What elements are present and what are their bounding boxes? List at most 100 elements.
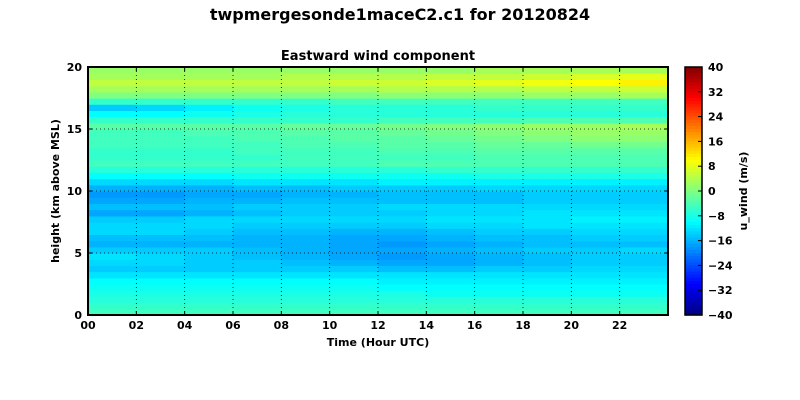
heatmap-cell — [378, 302, 427, 310]
x-axis: 00 02 04 06 08 10 12 14 16 18 20 22 — [80, 67, 627, 332]
heatmap-cell — [426, 141, 476, 149]
heatmap-cell — [571, 191, 621, 198]
heatmap-cell — [329, 166, 379, 173]
heatmap-cell — [88, 67, 137, 74]
heatmap-cell — [184, 73, 234, 80]
heatmap-cell — [474, 203, 524, 211]
heatmap-cell — [571, 271, 621, 279]
colorbar-segment — [685, 79, 702, 84]
heatmap-cell — [571, 122, 621, 130]
heatmap-cell — [619, 222, 669, 229]
heatmap-cell — [136, 290, 186, 297]
heatmap-cell — [184, 296, 234, 304]
heatmap-cell — [474, 191, 524, 198]
heatmap-cell — [474, 222, 524, 229]
colorbar-segment — [685, 141, 702, 146]
heatmap-cell — [329, 85, 379, 93]
heatmap-cell — [233, 104, 282, 111]
heatmap-cell — [136, 79, 186, 87]
heatmap-cell — [184, 302, 234, 310]
y-tick-label: 10 — [67, 185, 83, 198]
heatmap-cell — [426, 284, 476, 291]
heatmap-cell — [136, 147, 186, 155]
heatmap-cell — [136, 166, 186, 173]
heatmap-cell — [184, 135, 234, 142]
heatmap-cell — [619, 302, 669, 310]
heatmap-cell — [329, 172, 379, 180]
heatmap-cell — [523, 253, 572, 260]
heatmap-cell — [136, 135, 186, 142]
heatmap-cell — [523, 122, 572, 130]
heatmap-cell — [619, 91, 669, 99]
heatmap-cell — [329, 290, 379, 297]
colorbar-segment — [685, 271, 702, 276]
heatmap-cell — [184, 85, 234, 93]
heatmap-cell — [329, 308, 379, 316]
heatmap-cell — [571, 85, 621, 93]
heatmap-cell — [329, 215, 379, 223]
heatmap-cell — [281, 222, 331, 229]
heatmap-cell — [474, 259, 524, 266]
heatmap-cell — [233, 135, 282, 142]
heatmap-cell — [523, 302, 572, 310]
heatmap-cell — [281, 240, 331, 248]
heatmap-cell — [88, 129, 137, 136]
heatmap-cell — [233, 110, 282, 118]
x-tick-label: 16 — [467, 319, 483, 332]
heatmap-cell — [619, 228, 669, 235]
colorbar-segment — [685, 85, 702, 90]
heatmap-cell — [136, 104, 186, 111]
x-tick-label: 20 — [564, 319, 580, 332]
heatmap-cell — [378, 73, 427, 80]
y-tick-label: 5 — [74, 247, 82, 260]
heatmap-cell — [523, 191, 572, 198]
heatmap-cell — [378, 141, 427, 149]
colorbar-tick-label: 40 — [708, 61, 724, 74]
x-tick-label: 14 — [419, 319, 435, 332]
heatmap-cell — [474, 172, 524, 180]
heatmap-cell — [329, 259, 379, 266]
heatmap-cell — [136, 85, 186, 93]
heatmap-cell — [571, 153, 621, 161]
heatmap-cell — [329, 222, 379, 229]
heatmap-cell — [426, 91, 476, 99]
heatmap-cell — [184, 178, 234, 186]
heatmap-cell — [281, 296, 331, 304]
heatmap-cell — [88, 209, 137, 217]
heatmap-cell — [426, 110, 476, 118]
heatmap-cell — [474, 147, 524, 155]
heatmap-cell — [426, 104, 476, 111]
heatmap-cell — [619, 191, 669, 198]
colorbar-segment — [685, 228, 702, 232]
heatmap-cell — [281, 178, 331, 186]
heatmap-cell — [184, 116, 234, 124]
heatmap-cell — [619, 172, 669, 180]
heatmap-cell — [571, 91, 621, 99]
heatmap-cell — [329, 197, 379, 204]
heatmap-cell — [426, 129, 476, 136]
heatmap-cell — [233, 246, 282, 254]
heatmap-cell — [571, 277, 621, 285]
heatmap-cell — [523, 240, 572, 248]
heatmap-cell — [136, 240, 186, 248]
heatmap-cell — [88, 284, 137, 291]
heatmap-cell — [88, 147, 137, 155]
heatmap-cell — [233, 302, 282, 310]
heatmap-cell — [378, 222, 427, 229]
heatmap-cell — [523, 290, 572, 297]
heatmap-cell — [426, 265, 476, 273]
heatmap-cell — [378, 166, 427, 173]
colorbar-tick-label: 24 — [708, 111, 724, 124]
heatmap-cell — [619, 98, 669, 105]
heatmap-cell — [329, 284, 379, 291]
heatmap-cell — [426, 116, 476, 124]
heatmap-cell — [571, 172, 621, 180]
colorbar: 40 32 24 16 8 0 −8 −16 −24 −32 −40 — [684, 61, 733, 322]
heatmap-cell — [619, 209, 669, 217]
heatmap-cell — [136, 265, 186, 273]
heatmap-cell — [88, 98, 137, 105]
heatmap-cell — [378, 215, 427, 223]
heatmap-cell — [281, 91, 331, 99]
heatmap-cell — [329, 129, 379, 136]
x-tick-label: 18 — [515, 319, 530, 332]
